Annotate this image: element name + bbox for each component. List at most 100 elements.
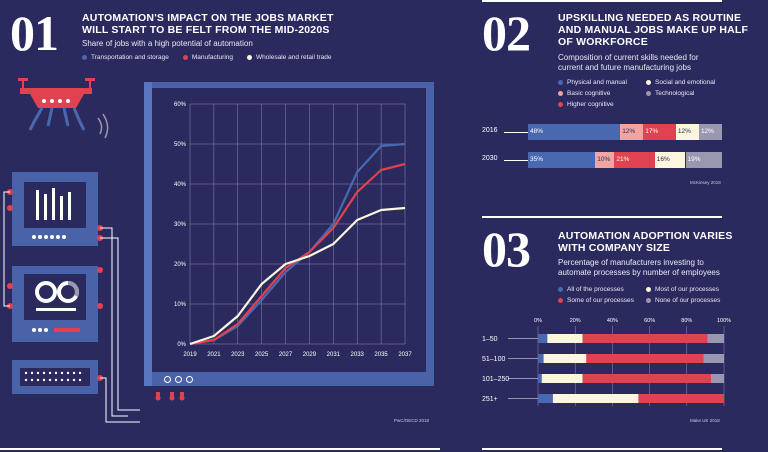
legend-label: Physical and manual xyxy=(567,79,627,86)
x-tick-label: 100% xyxy=(717,318,731,324)
section3-title-line1: AUTOMATION ADOPTION VARIES xyxy=(558,230,733,242)
legend-label: Most of our processes xyxy=(655,286,719,293)
monitor-button-icon xyxy=(186,376,193,383)
bar-segment xyxy=(538,374,542,383)
legend-label: None of our processes xyxy=(655,297,721,304)
bar-segment: 21% xyxy=(614,152,655,168)
x-tick-label: 2021 xyxy=(207,352,221,358)
legend-label: Wholesale and retail trade xyxy=(256,54,332,61)
monitor-connectors xyxy=(155,392,185,401)
section3-subtitle-line1: Percentage of manufacturers investing to xyxy=(558,258,704,267)
pie-machine-icon xyxy=(7,266,103,342)
legend-dot xyxy=(558,287,563,292)
bar-segment: 10% xyxy=(595,152,615,168)
legend-label: Some of our processes xyxy=(567,297,634,304)
bar-segment: 12% xyxy=(620,124,644,140)
line-chart: 0% 10% 20% 30% 40% 50% 60% 2019 2021 2023 2025 2027… xyxy=(174,102,412,358)
section1-subtitle: Share of jobs with a high potential of a… xyxy=(82,39,253,48)
section2-title: UPSKILLING NEEDED AS ROUTINE AND MANUAL … xyxy=(558,12,748,48)
bar-segment xyxy=(703,354,724,363)
x-tick-label: 2035 xyxy=(374,352,388,358)
legend-dot xyxy=(82,55,87,60)
x-tick-label: 2033 xyxy=(351,352,365,358)
bar-segment xyxy=(547,334,583,343)
section2-rule xyxy=(482,0,722,2)
legend-label: Technological xyxy=(655,90,695,97)
legend-item-higher: Higher cognitive xyxy=(558,101,646,108)
legend-item-transport: Transportation and storage xyxy=(82,54,169,61)
legend-dot xyxy=(558,80,563,85)
section3-number: 03 xyxy=(482,221,531,277)
legend-item-wholesale: Wholesale and retail trade xyxy=(247,54,332,61)
section3-title-line2: WITH COMPANY SIZE xyxy=(558,242,671,254)
section2-subtitle-line1: Composition of current skills needed for xyxy=(558,53,699,62)
stacked-bar: 35% 10% 21% 16% 19% xyxy=(528,152,722,168)
section3-title: AUTOMATION ADOPTION VARIES WITH COMPANY … xyxy=(558,230,733,254)
y-tick-label: 40% xyxy=(174,182,187,188)
series-line-1 xyxy=(189,162,406,346)
legend-label: Basic cognitive xyxy=(567,90,611,97)
section3-source: Make UK 2018 xyxy=(690,418,720,423)
leader-line xyxy=(504,160,528,161)
robot-illustration xyxy=(3,78,140,423)
bar-segment xyxy=(552,394,639,403)
legend-item-some: Some of our processes xyxy=(558,297,646,304)
year-label: 2030 xyxy=(482,155,498,162)
bar-segment xyxy=(586,354,704,363)
section1-title-line1: AUTOMATION'S IMPACT ON THE JOBS MARKET xyxy=(82,12,334,24)
legend-dot xyxy=(646,80,651,85)
legend-label: All of the processes xyxy=(567,286,624,293)
bar-segment xyxy=(638,394,724,403)
legend-item-all: All of the processes xyxy=(558,286,646,293)
size-label: 1–50 xyxy=(482,336,498,343)
legend-dot xyxy=(558,91,563,96)
leader-line xyxy=(504,132,528,133)
section2-legend: Physical and manual Social and emotional… xyxy=(558,79,728,108)
monitor-buttons xyxy=(164,376,193,383)
bottom-rule-left xyxy=(0,448,440,450)
section1-number: 01 xyxy=(10,5,59,61)
bar-segment xyxy=(582,374,711,383)
size-label: 101–250 xyxy=(482,376,509,383)
section3-legend: All of the processes Most of our process… xyxy=(558,286,728,304)
legend-label: Social and emotional xyxy=(655,79,716,86)
section3-rule xyxy=(482,216,722,218)
legend-label: Higher cognitive xyxy=(567,101,614,108)
legend-dot xyxy=(247,55,253,60)
equalizer-machine-icon xyxy=(7,172,103,246)
bar-segment: 12% xyxy=(675,124,699,140)
y-tick-label: 10% xyxy=(174,302,187,308)
x-tick-label: 40% xyxy=(607,318,618,324)
drone-icon xyxy=(18,78,109,139)
legend-dot xyxy=(558,102,563,107)
legend-item-none: None of our processes xyxy=(646,297,728,304)
x-tick-label: 2029 xyxy=(303,352,317,358)
bar-segment: 48% xyxy=(528,124,621,140)
legend-dot xyxy=(646,287,651,292)
x-tick-label: 2027 xyxy=(279,352,293,358)
bar-segment xyxy=(543,354,587,363)
x-tick-label: 60% xyxy=(644,318,655,324)
x-tick-label: 2023 xyxy=(231,352,245,358)
size-label: 251+ xyxy=(482,396,498,403)
bar-segment xyxy=(538,354,544,363)
size-label: 51–100 xyxy=(482,356,505,363)
legend-dot xyxy=(646,298,651,303)
section2-subtitle: Composition of current skills needed for… xyxy=(558,53,699,73)
section2-subtitle-line2: current and future manufacturing jobs xyxy=(558,63,691,72)
skills-chart: 2016 48% 12% 17% 12% 12% 2030 35% 10% 21% 16% 19% xyxy=(482,124,728,174)
monitor-button-icon xyxy=(164,376,171,383)
adoption-chart: 0% 20% 40% 60% 80% 100% 1–50 51–100 101–250 251+ xyxy=(482,318,731,406)
section1-legend: Transportation and storage Manufacturing… xyxy=(82,54,332,61)
bar-segment xyxy=(582,334,708,343)
section1-title: AUTOMATION'S IMPACT ON THE JOBS MARKET W… xyxy=(82,12,334,36)
legend-item-manufacturing: Manufacturing xyxy=(182,54,233,61)
monitor-button-icon xyxy=(175,376,182,383)
legend-item-basic: Basic cognitive xyxy=(558,90,646,97)
bar-segment: 17% xyxy=(643,124,676,140)
legend-label: Transportation and storage xyxy=(91,54,169,61)
section2-title-line3: OF WORKFORCE xyxy=(558,36,648,48)
legend-item-physical: Physical and manual xyxy=(558,79,646,86)
section1-title-line2: WILL START TO BE FELT FROM THE MID-2020S xyxy=(82,24,330,36)
y-tick-label: 20% xyxy=(174,262,187,268)
